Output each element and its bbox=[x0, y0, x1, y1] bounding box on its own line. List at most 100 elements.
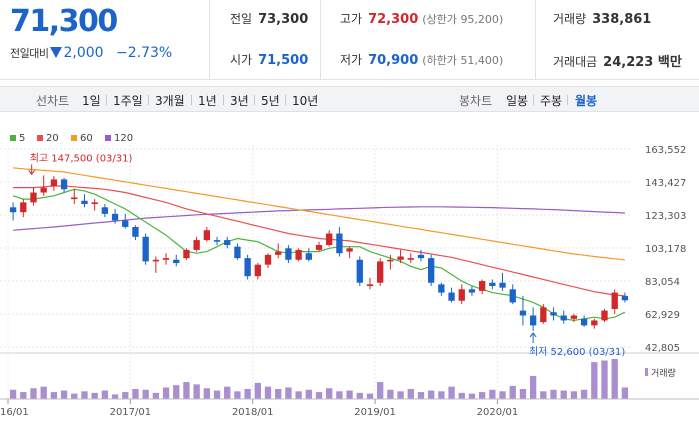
volume-bar bbox=[111, 394, 119, 399]
period-3y-button[interactable]: 3년 bbox=[230, 94, 249, 108]
volume-bar bbox=[71, 393, 78, 399]
candle-body bbox=[234, 246, 241, 259]
candle-body bbox=[366, 284, 374, 287]
volume-bar bbox=[183, 382, 190, 399]
volume-bar bbox=[193, 384, 200, 399]
change-row: 전일대비 2,000 −2.73% bbox=[10, 45, 172, 61]
candle-body bbox=[71, 197, 78, 200]
candle-body bbox=[264, 254, 272, 265]
y-tick-label: 103,178 bbox=[645, 244, 686, 255]
candle-body bbox=[336, 233, 343, 254]
volume-bar bbox=[529, 375, 537, 399]
candle-body bbox=[173, 259, 180, 264]
candle-body bbox=[468, 289, 476, 293]
low-annotation: 최저 52,600 (03/31) bbox=[529, 346, 625, 358]
volume-bar bbox=[20, 392, 27, 399]
period-1w-button[interactable]: 1주일 bbox=[113, 94, 143, 108]
y-tick-label: 123,303 bbox=[645, 211, 686, 222]
change-amount: 2,000 bbox=[63, 45, 104, 61]
volume-bar bbox=[468, 393, 476, 399]
trade-value-label: 거래대금 bbox=[553, 55, 598, 69]
stat-prev-close: 전일 73,300 bbox=[230, 10, 308, 27]
open-label: 시가 bbox=[230, 53, 253, 67]
volume-bar bbox=[254, 382, 261, 399]
lower-limit-label: 하한가 bbox=[426, 54, 457, 67]
volume-bar bbox=[244, 389, 251, 399]
volume-bar bbox=[60, 390, 68, 399]
candle-body bbox=[275, 251, 282, 255]
volume-bar bbox=[489, 389, 496, 399]
grid bbox=[0, 145, 699, 399]
volume-bar bbox=[560, 390, 567, 399]
volume-bar bbox=[285, 387, 292, 399]
y-tick-label: 83,054 bbox=[645, 277, 680, 288]
candle-body bbox=[203, 230, 210, 241]
volume-bar bbox=[213, 390, 221, 399]
candle-body bbox=[458, 289, 465, 301]
axes: 163,552 143,427 123,303 103,178 83,054 62,929… bbox=[0, 145, 699, 418]
candle-body bbox=[111, 213, 119, 221]
candle-body bbox=[285, 248, 292, 260]
volume-bar bbox=[428, 390, 435, 399]
candle-body bbox=[438, 284, 445, 293]
candle-body bbox=[428, 258, 435, 283]
y-tick-label: 42,805 bbox=[645, 343, 680, 354]
candle-body bbox=[152, 259, 160, 262]
y-tick-label: 143,427 bbox=[645, 178, 686, 189]
volume-bars: 거래량 bbox=[9, 359, 676, 399]
volume-bar bbox=[458, 392, 465, 399]
volume-bar bbox=[234, 391, 241, 399]
candle-daily-button[interactable]: 일봉 bbox=[506, 94, 529, 108]
period-3m-button[interactable]: 3개월 bbox=[155, 94, 185, 108]
ma20-line bbox=[13, 185, 625, 297]
period-5y-button[interactable]: 5년 bbox=[261, 94, 280, 108]
stat-high: 고가 72,300 (상한가 95,200) bbox=[340, 12, 504, 27]
legend-swatch-120 bbox=[105, 135, 111, 141]
volume-bar bbox=[397, 391, 404, 399]
volume-bar bbox=[580, 389, 588, 399]
x-tick-label: 2016/01 bbox=[0, 407, 29, 418]
period-1d-button[interactable]: 1일 bbox=[82, 94, 101, 108]
legend-swatch-20 bbox=[37, 135, 43, 141]
legend-swatch-5 bbox=[10, 135, 16, 141]
high-value: 72,300 bbox=[368, 12, 419, 27]
current-price: 71,300 bbox=[10, 4, 118, 39]
candles bbox=[9, 175, 629, 331]
candle-body bbox=[448, 292, 455, 301]
volume-bar bbox=[540, 391, 547, 399]
lower-limit-value: 51,400 bbox=[460, 54, 499, 67]
volume-bar bbox=[448, 386, 455, 399]
candle-body bbox=[540, 307, 547, 323]
candle-weekly-button[interactable]: 주봉 bbox=[540, 94, 563, 108]
candle-body bbox=[499, 282, 506, 288]
period-10y-button[interactable]: 10년 bbox=[292, 94, 319, 108]
price-chart: 5 20 60 120 최고 147,500 (03/31) 최저 52,600 (03… bbox=[0, 133, 699, 418]
period-1y-button[interactable]: 1년 bbox=[198, 94, 217, 108]
candle-body bbox=[326, 233, 333, 246]
volume-bar bbox=[305, 389, 312, 399]
volume-label: 거래량 bbox=[651, 367, 676, 379]
candle-body bbox=[529, 315, 537, 326]
candle-body bbox=[570, 315, 578, 319]
candle-body bbox=[224, 240, 231, 246]
volume-bar bbox=[346, 390, 353, 399]
candle-monthly-button[interactable]: 월봉 bbox=[575, 94, 598, 108]
divider bbox=[535, 0, 536, 80]
separator bbox=[254, 95, 255, 105]
candle-body bbox=[489, 282, 496, 287]
low-arrowhead bbox=[529, 332, 537, 338]
volume-legend-swatch bbox=[645, 368, 648, 376]
prev-close-value: 73,300 bbox=[258, 12, 309, 27]
candle-body bbox=[356, 259, 363, 283]
volume-bar bbox=[478, 392, 486, 399]
y-tick-label: 163,552 bbox=[645, 145, 686, 156]
volume-bar bbox=[152, 392, 160, 399]
candle-body bbox=[417, 254, 425, 259]
volume-bar bbox=[356, 392, 363, 399]
open-value: 71,500 bbox=[258, 53, 309, 68]
high-annotation: 최고 147,500 (03/31) bbox=[30, 152, 133, 164]
y-tick-label: 62,929 bbox=[645, 310, 680, 321]
separator bbox=[285, 95, 286, 105]
volume-value: 338,861 bbox=[592, 12, 652, 27]
quote-panel: 71,300 전일대비 2,000 −2.73% 전일 73,300 고가 72,30… bbox=[0, 0, 699, 80]
